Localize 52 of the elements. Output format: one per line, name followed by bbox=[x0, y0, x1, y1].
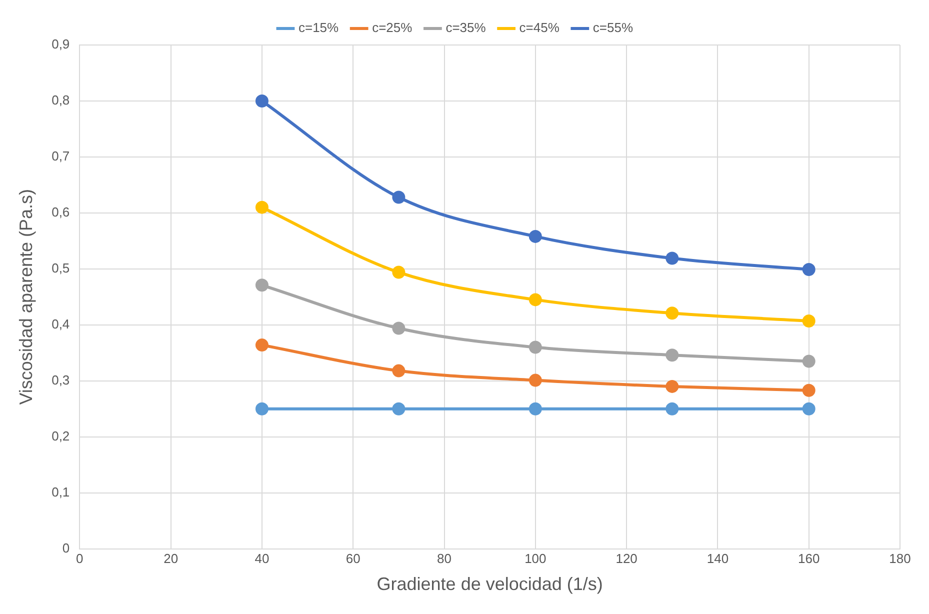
point bbox=[666, 348, 679, 362]
point bbox=[802, 314, 816, 328]
x-tick-label: 20 bbox=[164, 551, 178, 566]
point bbox=[392, 364, 406, 378]
point bbox=[666, 252, 679, 265]
point bbox=[802, 354, 816, 368]
y-tick-label: 0,9 bbox=[52, 36, 70, 52]
point bbox=[802, 402, 816, 416]
y-tick-label: 0,4 bbox=[52, 316, 70, 332]
x-axis-title: Gradiente de velocidad (1/s) bbox=[376, 574, 603, 594]
point bbox=[392, 322, 406, 335]
x-tick-label: 160 bbox=[798, 551, 820, 566]
point bbox=[528, 374, 542, 387]
point bbox=[392, 190, 406, 204]
point bbox=[528, 230, 542, 243]
y-tick-label: 0,5 bbox=[52, 260, 70, 276]
y-tick-label: 0 bbox=[62, 540, 70, 556]
y-tick-label: 0,1 bbox=[52, 484, 70, 500]
y-tick-label: 0,2 bbox=[52, 428, 70, 444]
x-tick-label: 100 bbox=[524, 551, 546, 566]
point bbox=[255, 200, 268, 214]
point bbox=[802, 384, 816, 397]
point bbox=[666, 402, 679, 416]
point bbox=[666, 380, 679, 393]
y-tick-label: 0,6 bbox=[52, 204, 70, 220]
point bbox=[528, 293, 542, 306]
y-tick-label: 0,8 bbox=[52, 92, 70, 108]
x-tick-label: 80 bbox=[437, 551, 452, 566]
point bbox=[255, 402, 268, 416]
point bbox=[255, 338, 268, 352]
y-tick-label: 0,3 bbox=[52, 372, 70, 388]
legend-label: c=15% bbox=[298, 20, 340, 36]
legend-label: c=25% bbox=[372, 20, 413, 36]
point bbox=[392, 266, 406, 279]
point bbox=[255, 94, 268, 108]
point bbox=[528, 402, 542, 416]
x-tick-label: 0 bbox=[76, 551, 84, 566]
legend-label: c=45% bbox=[519, 20, 560, 36]
legend-label: c=35% bbox=[446, 20, 486, 36]
x-tick-label: 40 bbox=[254, 551, 270, 566]
x-tick-label: 120 bbox=[616, 551, 638, 566]
x-tick-label: 180 bbox=[889, 551, 911, 566]
y-axis-title: Viscosidad aparente (Pa.s) bbox=[16, 189, 36, 405]
point bbox=[666, 306, 679, 320]
x-tick-label: 140 bbox=[706, 551, 729, 566]
legend-label: c=55% bbox=[592, 20, 634, 36]
point bbox=[802, 262, 816, 276]
point bbox=[392, 402, 406, 416]
x-tick-label: 60 bbox=[346, 551, 360, 566]
y-tick-label: 0,7 bbox=[52, 148, 70, 164]
point bbox=[528, 340, 542, 354]
point bbox=[255, 278, 268, 292]
